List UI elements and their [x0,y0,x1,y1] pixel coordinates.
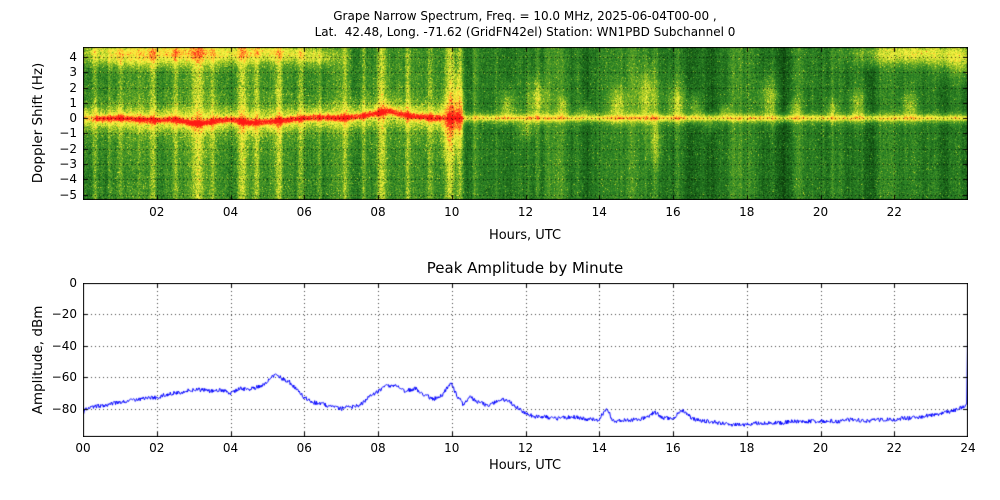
spec-ytick-label: 2 [69,80,77,95]
spec-xtick-label: 08 [370,205,386,219]
amp-xtick-label: 04 [222,441,239,455]
spec-xtick-label: 10 [444,205,460,219]
spectrogram-title-line2: Lat. 42.48, Long. -71.62 (GridFN42el) St… [314,25,736,39]
spec-ytick-label: −5 [59,187,77,202]
amp-ytick-label: −80 [51,401,77,416]
spectrogram-ylabel: Doppler Shift (Hz) [30,62,46,184]
amplitude-ylabel: Amplitude, dBm [30,305,46,415]
spec-ytick-label: −3 [59,157,77,172]
amp-ytick-label: −20 [51,307,77,322]
amp-xtick-label: 22 [886,441,902,455]
amplitude-canvas [83,283,968,437]
spec-ytick-label: −1 [59,126,77,141]
amp-ytick-label: −40 [51,338,77,353]
spec-xtick-label: 14 [591,205,607,219]
spec-xtick-label: 04 [222,205,239,219]
amp-xtick-label: 20 [812,441,829,455]
amp-xtick-label: 10 [444,441,460,455]
spec-ytick-label: −4 [59,172,77,187]
spec-xtick-label: 12 [517,205,534,219]
amp-xtick-label: 14 [591,441,607,455]
spec-xtick-label: 06 [296,205,312,219]
spectrogram-title-line1: Grape Narrow Spectrum, Freq. = 10.0 MHz,… [333,9,717,23]
spec-xtick-label: 18 [739,205,755,219]
amp-xtick-label: 16 [665,441,681,455]
spec-ytick-label: 4 [69,49,77,64]
spec-ytick-label: 0 [69,111,77,126]
spec-xtick-label: 16 [665,205,681,219]
amp-ytick-label: −60 [51,370,77,385]
amp-xtick-label: 08 [370,441,386,455]
spectrogram-xlabel: Hours, UTC [488,228,562,243]
spec-xtick-label: 22 [886,205,902,219]
amp-xtick-label: 18 [739,441,755,455]
spec-ytick-label: −2 [59,141,77,156]
spec-xtick-label: 20 [812,205,829,219]
amp-ytick-label: 0 [69,276,77,290]
amplitude-title: Peak Amplitude by Minute [426,259,624,277]
amp-xtick-label: 02 [149,441,165,455]
spec-ytick-label: 3 [69,65,77,80]
spectrogram-canvas [83,47,968,200]
spec-ytick-label: 1 [69,95,77,110]
amp-xtick-label: 00 [75,441,91,455]
amp-xtick-label: 06 [296,441,312,455]
amp-xtick-label: 24 [960,441,976,455]
amp-xtick-label: 12 [517,441,534,455]
amplitude-xlabel: Hours, UTC [488,458,562,473]
spec-xtick-label: 02 [149,205,165,219]
